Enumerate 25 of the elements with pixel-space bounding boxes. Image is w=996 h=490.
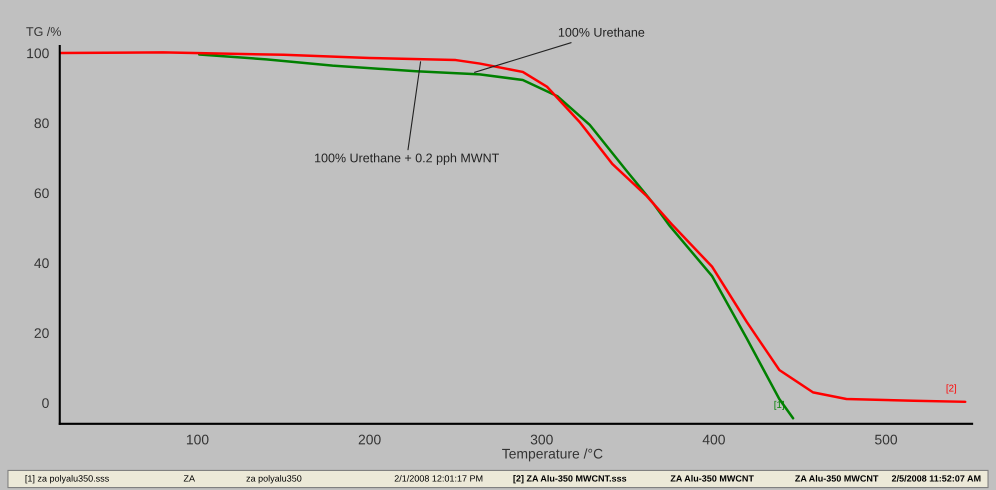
x-tick-label: 300 (530, 434, 553, 444)
text: ZA (184, 475, 195, 482)
y-tick-label: 100 (27, 48, 49, 58)
text: [1] za polyalu350.sss (26, 475, 109, 484)
text: 2/5/2008 11:52:07 AM (892, 475, 980, 482)
x-axis-title: Temperature /°C (502, 448, 603, 462)
annotation: 100% Urethane (558, 28, 644, 37)
line-series (198, 53, 794, 420)
text: 2/1/2008 12:01:17 PM (394, 475, 482, 482)
y-tick-label: 0 (42, 398, 49, 408)
series-label: [2] (946, 384, 956, 394)
y-tick-label: 20 (34, 328, 49, 338)
text: ZA Alu-350 MWCNT (795, 475, 878, 482)
x-tick-label: 200 (358, 434, 381, 444)
y-axis-title: TG /% (26, 26, 61, 36)
text: ZA Alu-350 MWCNT (670, 475, 754, 482)
x-tick-label: 100 (186, 434, 209, 444)
y-tick-label: 60 (34, 188, 49, 198)
y-tick-label: 40 (34, 258, 49, 268)
annotation: 100% Urethane + 0.2 pph MWNT (315, 153, 499, 165)
x-tick-label: 500 (874, 434, 898, 444)
text: za polyalu350 (246, 475, 302, 484)
y-tick-label: 80 (34, 118, 49, 128)
text: [2] ZA Alu-350 MWCNT.sss (513, 475, 626, 484)
x-tick-label: 400 (702, 434, 725, 444)
